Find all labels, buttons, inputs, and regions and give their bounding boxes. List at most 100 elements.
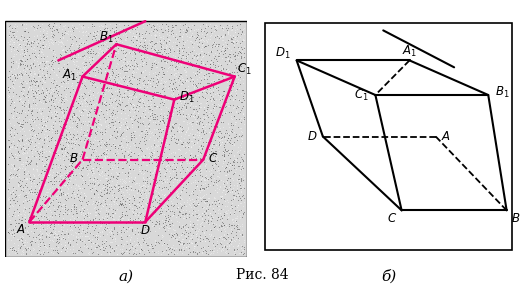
Point (140, 114, 148, 119)
Point (33, 55, 41, 59)
Point (103, 228, 111, 233)
Point (207, 89, 215, 93)
Point (232, 135, 240, 139)
Point (100, 227, 109, 231)
Point (71, 51, 80, 56)
Point (227, 240, 235, 245)
Point (192, 92, 201, 97)
Point (30, 190, 38, 195)
Point (211, 62, 219, 67)
Point (188, 53, 196, 58)
Point (160, 89, 168, 93)
Point (206, 247, 214, 252)
Point (76, 237, 84, 242)
Point (107, 186, 116, 190)
Point (69, 111, 77, 115)
Point (224, 51, 233, 56)
Point (19, 93, 28, 98)
Point (41, 158, 49, 162)
Point (220, 97, 229, 102)
Point (186, 131, 194, 135)
Point (196, 156, 205, 160)
Point (52, 23, 60, 27)
Point (208, 125, 217, 130)
Point (100, 27, 108, 31)
Point (30, 68, 38, 73)
Point (157, 251, 165, 256)
Point (135, 32, 144, 36)
Point (136, 245, 145, 250)
Point (82, 203, 90, 207)
Point (114, 21, 123, 26)
Text: $D_1$: $D_1$ (179, 90, 195, 105)
Point (25, 105, 33, 109)
Point (188, 70, 197, 75)
Point (137, 210, 145, 215)
Point (151, 239, 160, 244)
Point (129, 91, 138, 96)
Point (129, 35, 138, 40)
Point (124, 202, 133, 206)
Point (239, 252, 247, 256)
Point (209, 81, 218, 86)
Point (192, 249, 201, 253)
Point (134, 215, 143, 220)
Point (159, 223, 167, 227)
Point (61, 154, 70, 158)
Point (10, 209, 18, 213)
Point (124, 201, 133, 205)
Point (193, 55, 202, 59)
Point (54, 100, 62, 104)
Point (29, 86, 37, 91)
Point (179, 125, 187, 130)
Point (62, 170, 71, 174)
Point (209, 132, 218, 137)
Point (182, 234, 191, 238)
Point (5, 247, 14, 251)
Point (103, 191, 111, 195)
Point (223, 251, 232, 255)
Point (119, 146, 128, 151)
Point (44, 98, 52, 103)
Point (162, 42, 171, 47)
Point (27, 158, 36, 163)
Point (128, 218, 136, 222)
Point (62, 66, 70, 70)
Point (75, 73, 83, 77)
Point (174, 76, 182, 80)
Point (198, 42, 206, 47)
Point (156, 59, 165, 63)
Point (203, 99, 211, 103)
Point (197, 27, 205, 32)
Point (41, 166, 50, 171)
Point (182, 149, 191, 154)
Point (10, 85, 18, 90)
Point (230, 171, 238, 176)
Point (91, 39, 99, 44)
Point (202, 220, 211, 225)
Point (94, 171, 103, 176)
Point (138, 64, 146, 69)
Point (100, 173, 108, 177)
Point (106, 134, 114, 139)
Point (191, 241, 199, 246)
Point (16, 129, 25, 134)
Point (199, 248, 207, 252)
Point (70, 111, 79, 115)
Point (51, 164, 59, 168)
Point (149, 246, 157, 250)
Point (134, 181, 143, 186)
Point (55, 212, 64, 216)
Point (155, 38, 163, 43)
Point (133, 119, 141, 123)
Point (99, 99, 108, 104)
Point (184, 101, 193, 105)
Point (136, 202, 145, 207)
Point (121, 172, 129, 177)
Point (219, 178, 227, 183)
Point (193, 29, 201, 34)
Point (74, 247, 82, 252)
Point (227, 130, 236, 135)
Point (219, 52, 227, 56)
Point (187, 49, 196, 53)
